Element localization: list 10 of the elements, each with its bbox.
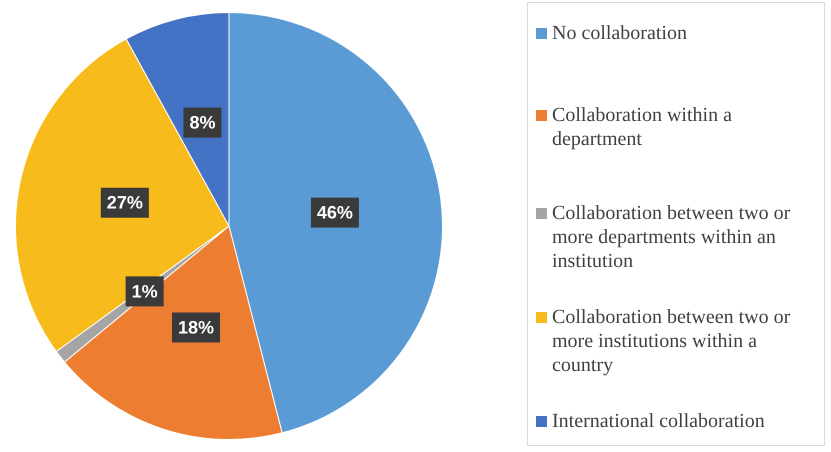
data-label: 1% xyxy=(132,281,158,302)
data-label: 46% xyxy=(316,202,353,223)
legend-label: Collaboration within a department xyxy=(552,103,733,151)
data-label: 27% xyxy=(106,192,143,213)
data-label: 18% xyxy=(178,317,214,338)
legend-label: No collaboration xyxy=(552,21,687,45)
data-label: 8% xyxy=(189,112,216,133)
legend-label: Collaboration between two or more institutions within a country xyxy=(552,305,792,377)
legend-label: Collaboration between two or more departments within an institution xyxy=(552,201,792,273)
legend-label: International collaboration xyxy=(552,409,765,433)
